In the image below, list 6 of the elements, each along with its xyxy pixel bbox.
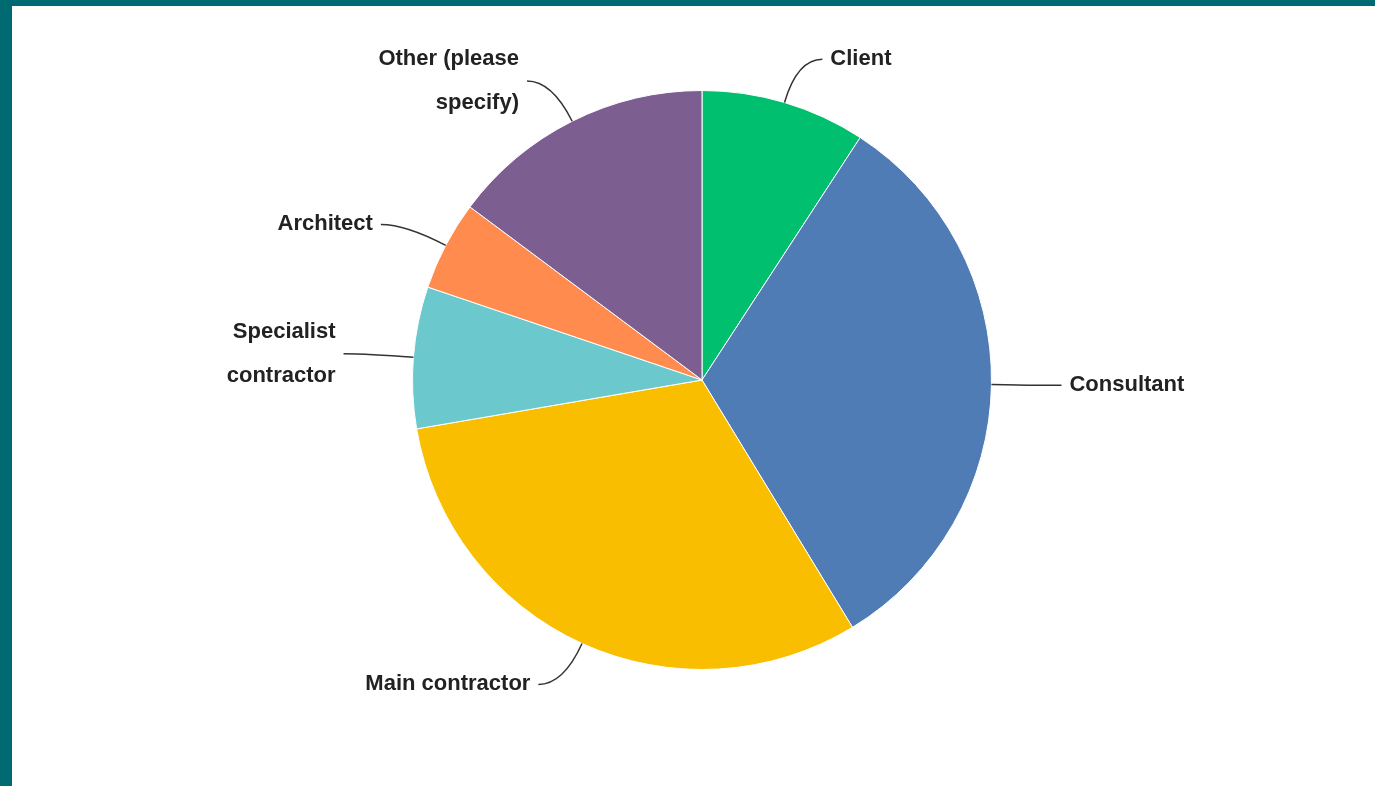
slice-label: Other (please specify): [378, 45, 520, 115]
slice-label: Specialist contractor: [226, 317, 337, 387]
slice-label: Architect: [277, 210, 374, 236]
slice-label: Consultant: [1069, 371, 1186, 397]
slice-label: Main contractor: [365, 670, 531, 696]
slice-label: Client: [830, 45, 893, 71]
